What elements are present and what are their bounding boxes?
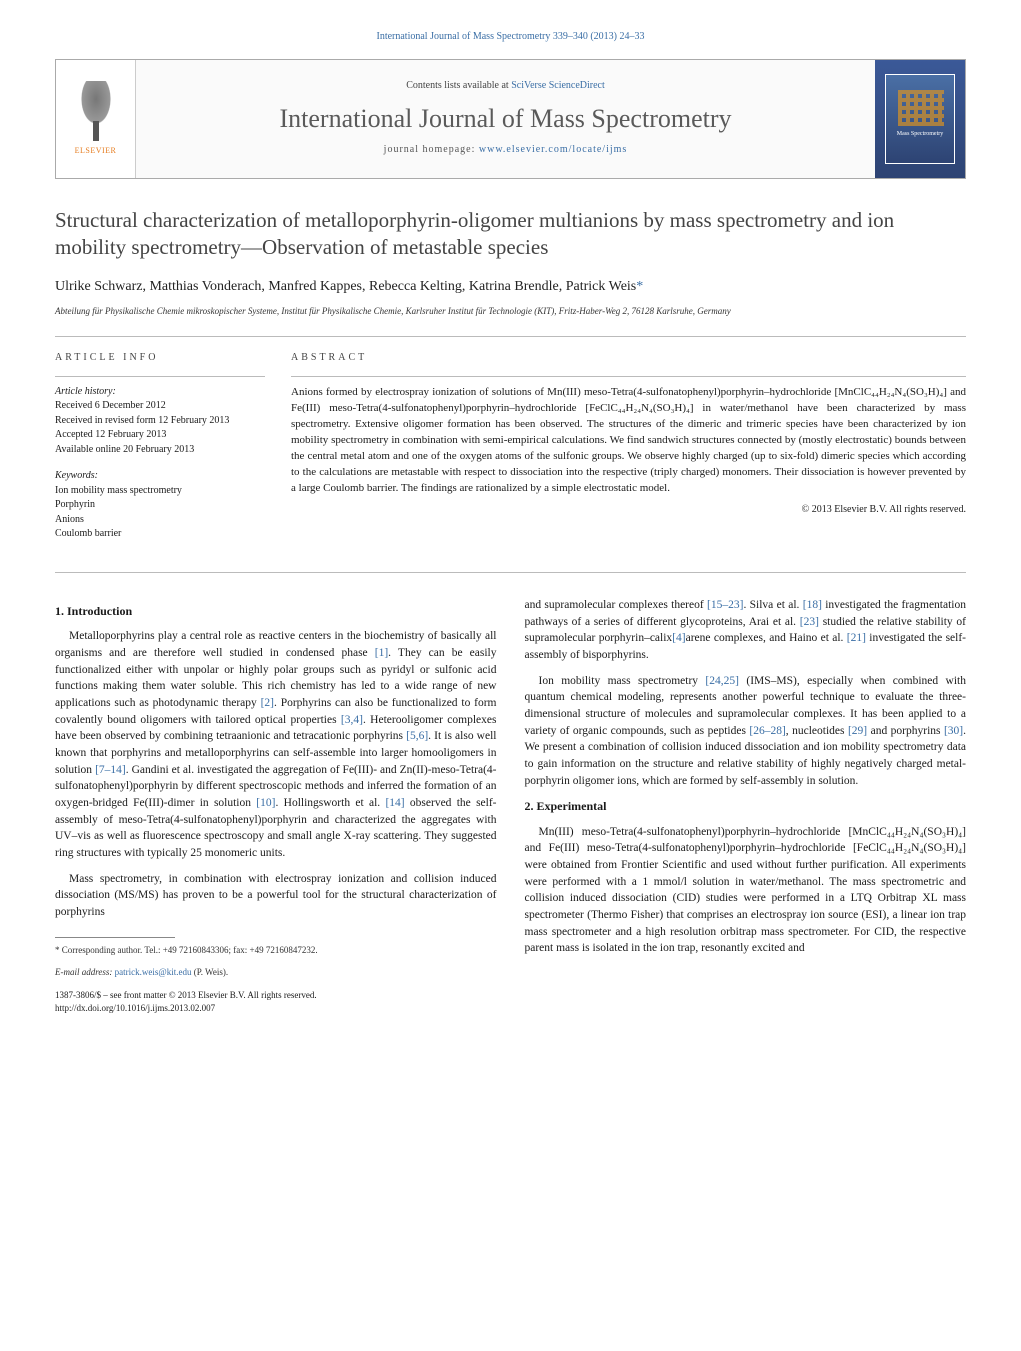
issn-line: 1387-3806/$ – see front matter © 2013 El… xyxy=(55,989,497,1002)
affiliation: Abteilung für Physikalische Chemie mikro… xyxy=(55,305,966,318)
article-info-heading: ARTICLE INFO xyxy=(55,351,265,366)
info-abstract-row: ARTICLE INFO Article history: Received 6… xyxy=(55,336,966,573)
email-footnote: E-mail address: patrick.weis@kit.edu (P.… xyxy=(55,966,497,979)
contents-prefix: Contents lists available at xyxy=(406,80,511,91)
section-1-para-1: Metalloporphyrins play a central role as… xyxy=(55,628,497,861)
footnote-rule xyxy=(55,937,175,938)
contents-available-line: Contents lists available at SciVerse Sci… xyxy=(406,79,605,94)
masthead-center: Contents lists available at SciVerse Sci… xyxy=(136,60,875,178)
article-info-column: ARTICLE INFO Article history: Received 6… xyxy=(55,351,265,554)
section-1-heading: 1. Introduction xyxy=(55,603,497,620)
section-1-para-2: Mass spectrometry, in combination with e… xyxy=(55,871,497,921)
journal-cover-block xyxy=(875,60,965,178)
body-columns: 1. Introduction Metalloporphyrins play a… xyxy=(55,597,966,1015)
elsevier-tree-icon xyxy=(71,81,121,141)
journal-homepage-line: journal homepage: www.elsevier.com/locat… xyxy=(384,143,628,158)
homepage-label: journal homepage: xyxy=(384,144,479,155)
history-revised: Received in revised form 12 February 201… xyxy=(55,414,265,429)
keywords-block: Keywords: Ion mobility mass spectrometry… xyxy=(55,469,265,542)
journal-masthead: ELSEVIER Contents lists available at Sci… xyxy=(55,59,966,179)
sciencedirect-link[interactable]: SciVerse ScienceDirect xyxy=(511,80,605,91)
keywords-label: Keywords: xyxy=(55,469,265,484)
article-title: Structural characterization of metallopo… xyxy=(55,207,966,262)
article-history-block: Article history: Received 6 December 201… xyxy=(55,385,265,458)
keyword-2: Porphyrin xyxy=(55,498,265,513)
keyword-4: Coulomb barrier xyxy=(55,527,265,542)
section-2-para-1: Mn(III) meso-Tetra(4-sulfonatophenyl)por… xyxy=(525,824,967,957)
header-citation: International Journal of Mass Spectromet… xyxy=(55,30,966,45)
footnote-block: * Corresponding author. Tel.: +49 721608… xyxy=(55,937,497,1015)
history-online: Available online 20 February 2013 xyxy=(55,443,265,458)
email-label: E-mail address: xyxy=(55,967,115,977)
section-1-para-3: and supramolecular complexes thereof [15… xyxy=(525,597,967,664)
corresponding-author-marker: * xyxy=(636,279,643,294)
doi-link[interactable]: http://dx.doi.org/10.1016/j.ijms.2013.02… xyxy=(55,1003,215,1013)
section-1-para-4: Ion mobility mass spectrometry [24,25] (… xyxy=(525,673,967,790)
history-label: Article history: xyxy=(55,385,265,400)
abstract-heading: ABSTRACT xyxy=(291,351,966,366)
abstract-column: ABSTRACT Anions formed by electrospray i… xyxy=(291,351,966,554)
history-accepted: Accepted 12 February 2013 xyxy=(55,428,265,443)
journal-homepage-link[interactable]: www.elsevier.com/locate/ijms xyxy=(479,144,627,155)
journal-cover-icon xyxy=(885,74,955,164)
doi-block: 1387-3806/$ – see front matter © 2013 El… xyxy=(55,989,497,1015)
email-suffix: (P. Weis). xyxy=(191,967,228,977)
publisher-logo-block: ELSEVIER xyxy=(56,60,136,178)
keyword-1: Ion mobility mass spectrometry xyxy=(55,484,265,499)
authors-line: Ulrike Schwarz, Matthias Vonderach, Manf… xyxy=(55,277,966,297)
journal-name: International Journal of Mass Spectromet… xyxy=(280,100,732,138)
abstract-text: Anions formed by electrospray ionization… xyxy=(291,385,966,497)
corresponding-author-footnote: * Corresponding author. Tel.: +49 721608… xyxy=(55,944,497,957)
history-received: Received 6 December 2012 xyxy=(55,399,265,414)
keyword-3: Anions xyxy=(55,513,265,528)
section-2-heading: 2. Experimental xyxy=(525,798,967,815)
corresponding-email-link[interactable]: patrick.weis@kit.edu xyxy=(115,967,192,977)
authors-text: Ulrike Schwarz, Matthias Vonderach, Manf… xyxy=(55,279,636,294)
abstract-copyright: © 2013 Elsevier B.V. All rights reserved… xyxy=(291,503,966,518)
publisher-name: ELSEVIER xyxy=(75,145,117,157)
